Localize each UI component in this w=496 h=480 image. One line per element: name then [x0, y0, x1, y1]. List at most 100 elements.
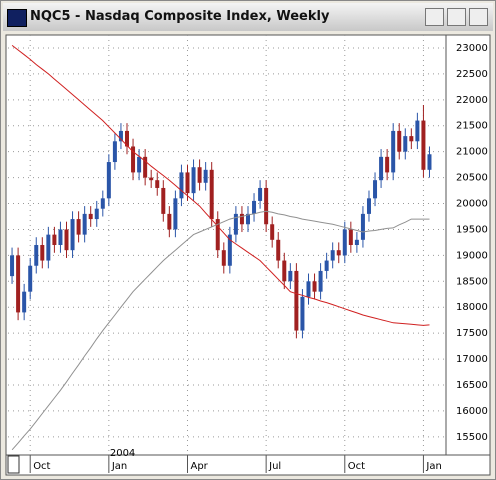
y-tick-label: 16500 — [456, 380, 488, 391]
y-tick-label: 17000 — [456, 354, 488, 365]
candle-body — [203, 169, 208, 183]
year-label: 2004 — [110, 448, 135, 459]
candle-body — [131, 146, 136, 173]
candle-body — [312, 281, 317, 292]
y-tick-label: 16000 — [456, 406, 488, 417]
y-tick-label: 22000 — [456, 95, 488, 106]
candle-body — [124, 130, 129, 147]
candle-body — [40, 245, 45, 261]
candle-body — [155, 180, 160, 188]
candle-body — [167, 213, 172, 230]
candle-body — [403, 136, 408, 152]
y-tick-label: 19000 — [456, 250, 488, 261]
candle-body — [52, 234, 57, 245]
x-tick-label: Oct — [348, 461, 365, 472]
y-tick-label: 17500 — [456, 328, 488, 339]
y-tick-label: 20500 — [456, 173, 488, 184]
candle-body — [28, 265, 33, 292]
candle-body — [294, 270, 299, 331]
candle-body — [373, 180, 378, 199]
candle-body — [118, 130, 123, 142]
x-tick-label: Oct — [33, 461, 50, 472]
candle-body — [143, 156, 148, 178]
candle-body — [245, 213, 250, 225]
y-tick-label: 19500 — [456, 224, 488, 235]
candle-body — [70, 219, 75, 251]
x-axis-strip — [5, 454, 491, 476]
x-tick-label: Jan — [111, 461, 127, 472]
y-tick-label: 23000 — [456, 43, 488, 54]
candle-body — [270, 224, 275, 240]
candle-body — [100, 198, 105, 209]
candle-body — [342, 229, 347, 256]
close-button[interactable] — [469, 8, 488, 26]
candle-body — [209, 169, 214, 220]
title-bar: NQC5 - Nasdaq Composite Index, Weekly — [3, 3, 493, 31]
candle-body — [421, 120, 426, 170]
candle-body — [227, 234, 232, 266]
candle-body — [76, 219, 81, 235]
candle-body — [239, 213, 244, 225]
candle-body — [385, 156, 390, 173]
candle-body — [197, 167, 202, 183]
candle-body — [233, 213, 238, 235]
candle-body — [258, 187, 263, 201]
y-tick-label: 22500 — [456, 69, 488, 80]
candle-body — [397, 130, 402, 152]
candle-body — [300, 296, 305, 331]
candle-body — [427, 154, 432, 170]
candle-body — [46, 234, 51, 261]
candle-body — [409, 136, 414, 142]
candle-body — [16, 255, 21, 313]
candle-body — [58, 229, 63, 245]
x-tick-label: Jan — [425, 461, 441, 472]
candle-body — [330, 250, 335, 261]
candle-body — [264, 187, 269, 225]
moving-average — [11, 45, 430, 326]
y-axis-strip — [445, 34, 491, 456]
maximize-button[interactable] — [447, 8, 466, 26]
candle-body — [161, 187, 166, 214]
x-tick-label: Jul — [268, 461, 281, 472]
candle-body — [185, 172, 190, 194]
window-title: NQC5 - Nasdaq Composite Index, Weekly — [30, 9, 330, 24]
candle-body — [288, 270, 293, 282]
candle-body — [391, 130, 396, 173]
x-tick-label: Apr — [190, 461, 208, 472]
y-tick-label: 18500 — [456, 276, 488, 287]
candle-body — [106, 162, 111, 199]
candle-body — [137, 156, 142, 173]
y-tick-label: 21500 — [456, 121, 488, 132]
candle-body — [191, 167, 196, 194]
y-tick-label: 20000 — [456, 199, 488, 210]
moving-average — [11, 210, 430, 451]
minimize-button[interactable] — [425, 8, 444, 26]
candle-body — [82, 213, 87, 235]
candle-body — [173, 198, 178, 230]
candle-body — [215, 219, 220, 251]
candle-body — [22, 291, 27, 313]
corner-box — [7, 455, 20, 474]
candle-body — [34, 245, 39, 266]
candle-body — [221, 250, 226, 266]
candle-body — [149, 177, 154, 181]
candle-body — [318, 270, 323, 292]
app-icon — [7, 9, 27, 27]
candle-body — [415, 120, 420, 142]
candle-body — [88, 213, 93, 220]
y-tick-label: 18000 — [456, 302, 488, 313]
candle-body — [282, 260, 287, 282]
candle-body — [324, 260, 329, 271]
candle-body — [64, 229, 69, 251]
candle-body — [306, 281, 311, 297]
candle-body — [379, 156, 384, 181]
y-tick-label: 21000 — [456, 147, 488, 158]
y-tick-label: 15500 — [456, 432, 488, 443]
candle-body — [179, 172, 184, 199]
candle-body — [336, 250, 341, 256]
candle-body — [348, 229, 353, 245]
candle-body — [276, 239, 281, 261]
candle-body — [112, 141, 117, 163]
candle-body — [366, 198, 371, 214]
